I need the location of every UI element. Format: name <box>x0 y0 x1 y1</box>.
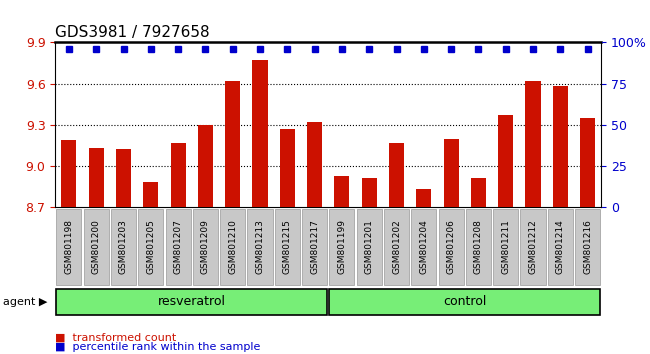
Bar <box>116 149 131 207</box>
Bar <box>280 129 295 207</box>
Text: control: control <box>443 295 486 308</box>
Text: resveratrol: resveratrol <box>158 295 226 308</box>
Bar <box>170 143 186 207</box>
Bar <box>416 189 432 207</box>
Bar <box>361 178 377 207</box>
Bar <box>61 140 77 207</box>
Bar <box>443 138 459 207</box>
Bar <box>552 86 568 207</box>
Text: GSM801205: GSM801205 <box>146 219 155 274</box>
Text: GSM801202: GSM801202 <box>392 219 401 274</box>
Text: GSM801209: GSM801209 <box>201 219 210 274</box>
Text: GSM801200: GSM801200 <box>92 219 101 274</box>
Text: GSM801203: GSM801203 <box>119 219 128 274</box>
Text: agent ▶: agent ▶ <box>3 297 47 307</box>
Bar <box>334 176 350 207</box>
Text: GSM801217: GSM801217 <box>310 219 319 274</box>
Text: GSM801206: GSM801206 <box>447 219 456 274</box>
Bar <box>198 125 213 207</box>
Text: GSM801208: GSM801208 <box>474 219 483 274</box>
Text: GSM801207: GSM801207 <box>174 219 183 274</box>
Bar <box>471 178 486 207</box>
Bar <box>88 148 104 207</box>
Text: GSM801212: GSM801212 <box>528 219 538 274</box>
Text: GSM801215: GSM801215 <box>283 219 292 274</box>
Text: ■  percentile rank within the sample: ■ percentile rank within the sample <box>55 342 261 352</box>
Text: GSM801211: GSM801211 <box>501 219 510 274</box>
Bar <box>143 182 159 207</box>
Text: GSM801210: GSM801210 <box>228 219 237 274</box>
Text: GSM801214: GSM801214 <box>556 219 565 274</box>
Bar <box>252 60 268 207</box>
Text: GDS3981 / 7927658: GDS3981 / 7927658 <box>55 25 210 40</box>
Text: GSM801213: GSM801213 <box>255 219 265 274</box>
Bar <box>580 118 595 207</box>
Bar <box>389 143 404 207</box>
Bar <box>498 115 514 207</box>
Bar <box>225 81 240 207</box>
Text: GSM801199: GSM801199 <box>337 219 346 274</box>
Text: GSM801198: GSM801198 <box>64 219 73 274</box>
Bar <box>525 81 541 207</box>
Text: ■  transformed count: ■ transformed count <box>55 333 177 343</box>
Text: GSM801201: GSM801201 <box>365 219 374 274</box>
Text: GSM801216: GSM801216 <box>583 219 592 274</box>
Text: GSM801204: GSM801204 <box>419 219 428 274</box>
Bar <box>307 122 322 207</box>
